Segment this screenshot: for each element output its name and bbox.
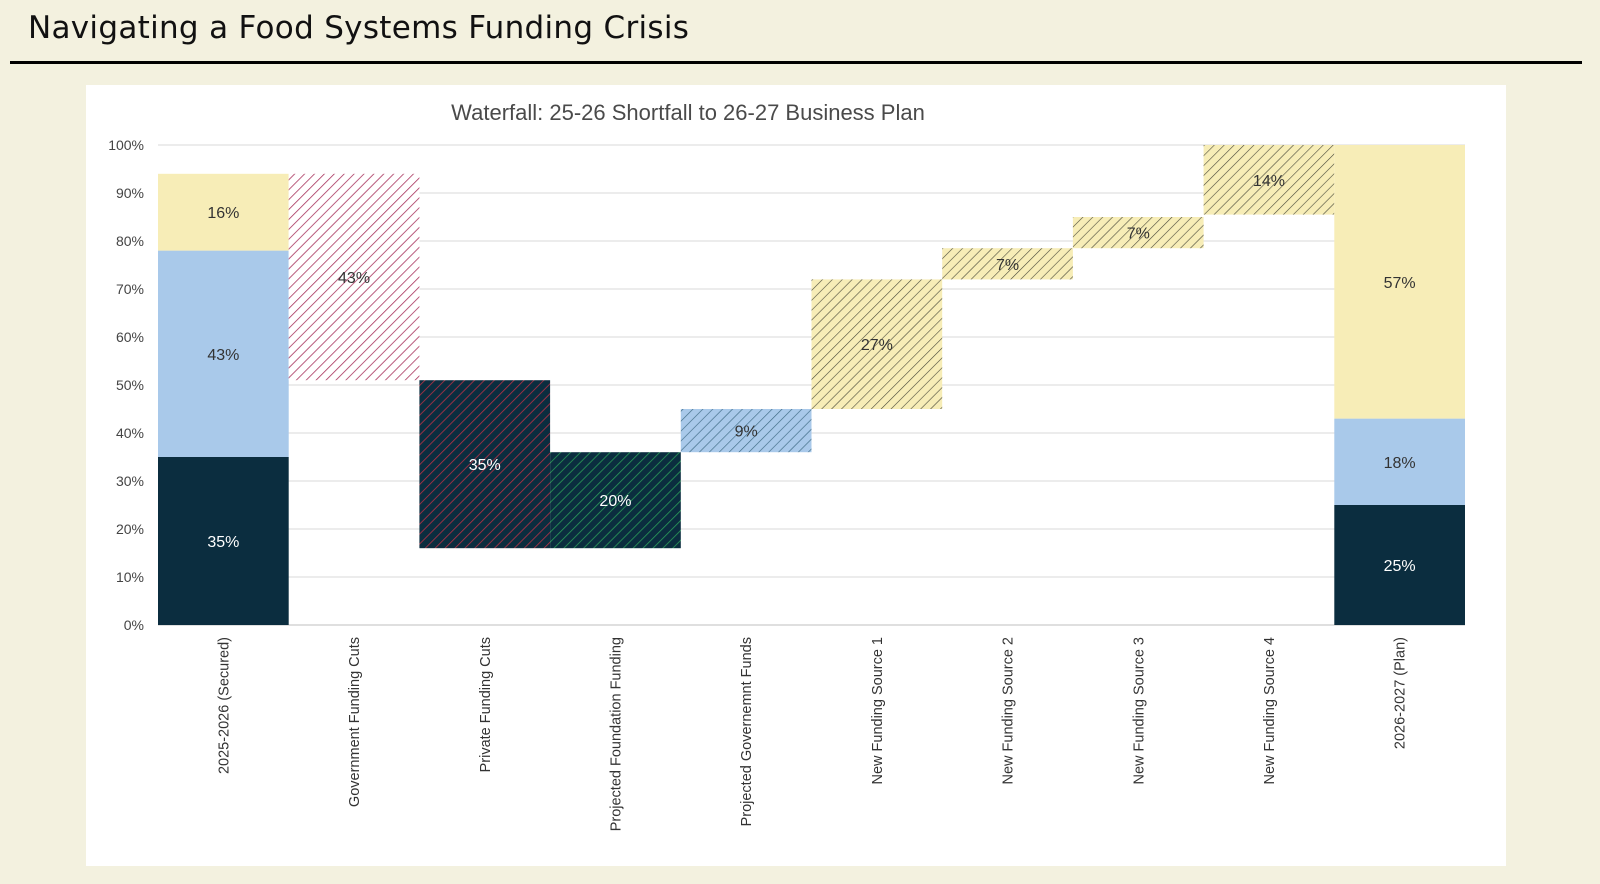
bar-projected-governemnt-funds-gov_funds — [680, 409, 812, 453]
bar-government-funding-cuts-gov_cut — [288, 173, 420, 381]
bar-new-funding-source-2-new_source — [942, 248, 1073, 280]
bar-private-funding-cuts-private_cut — [419, 380, 551, 549]
data-label-new-funding-source-3-new_source: 7% — [1127, 226, 1150, 243]
chart-data-labels: 35% 43% 16% 43% 35% 20% 9% 27% 7% 7% 14% 25% 18% 57% — [207, 173, 1415, 575]
data-label-new-funding-source-4-new_source: 14% — [1253, 173, 1285, 190]
chart-panel: Waterfall: 25-26 Shortfall to 26-27 Busi… — [86, 85, 1506, 866]
chart-axes: 0% 10% 20% 30% 40% 50% 60% 70% 80% 90% 100% 2025-20… — [108, 137, 1408, 831]
y-tick-label: 60% — [116, 329, 144, 345]
data-label-government-funding-cuts-gov_cut: 43% — [338, 270, 370, 287]
x-tick-label-government-funding-cuts: Government Funding Cuts — [347, 637, 363, 807]
x-tick-label-projected-governemnt-funds: Projected Governemnt Funds — [739, 637, 755, 826]
data-label-2026-2027-plan-yellow: 57% — [1384, 275, 1416, 292]
bar-2025-2026-secured-yellow — [158, 173, 289, 251]
bar-2026-2027-plan-dark — [1334, 505, 1465, 625]
data-label-projected-governemnt-funds-gov_funds: 9% — [735, 424, 758, 441]
y-tick-label: 20% — [116, 521, 144, 537]
x-tick-label-new-funding-source-4: New Funding Source 4 — [1262, 637, 1278, 785]
data-label-2025-2026-secured-yellow: 16% — [207, 205, 239, 222]
bar-projected-foundation-funding-foundation — [550, 452, 681, 549]
bar-2026-2027-plan-yellow — [1334, 145, 1465, 419]
bar-2026-2027-plan-blue — [1334, 418, 1465, 505]
x-tick-label-2026-2027-plan: 2026-2027 (Plan) — [1393, 637, 1409, 749]
y-tick-label: 70% — [116, 281, 144, 297]
waterfall-chart: Waterfall: 25-26 Shortfall to 26-27 Busi… — [108, 100, 1465, 831]
y-tick-label: 40% — [116, 425, 144, 441]
x-tick-label-new-funding-source-2: New Funding Source 2 — [1001, 637, 1017, 785]
y-tick-label: 90% — [116, 185, 144, 201]
x-tick-label-private-funding-cuts: Private Funding Cuts — [478, 637, 494, 772]
chart-title: Waterfall: 25-26 Shortfall to 26-27 Busi… — [451, 100, 925, 125]
data-label-2025-2026-secured-blue: 43% — [207, 347, 239, 364]
y-tick-label: 100% — [108, 137, 144, 153]
x-tick-label-projected-foundation-funding: Projected Foundation Funding — [608, 637, 624, 831]
chart-bars — [158, 145, 1465, 625]
x-tick-label-new-funding-source-1: New Funding Source 1 — [870, 637, 886, 785]
data-label-new-funding-source-1-new_source: 27% — [861, 337, 893, 354]
data-label-projected-foundation-funding-foundation: 20% — [599, 493, 631, 510]
bar-new-funding-source-1-new_source — [811, 279, 943, 409]
bar-new-funding-source-4-new_source — [1203, 145, 1335, 215]
bar-2025-2026-secured-dark — [158, 457, 289, 625]
data-label-new-funding-source-2-new_source: 7% — [996, 257, 1019, 274]
y-tick-label: 10% — [116, 569, 144, 585]
data-label-2026-2027-plan-blue: 18% — [1384, 455, 1416, 472]
y-tick-label: 0% — [124, 617, 144, 633]
y-tick-label: 50% — [116, 377, 144, 393]
bar-2025-2026-secured-blue — [158, 250, 289, 457]
x-tick-label-2025-2026-secured: 2025-2026 (Secured) — [216, 637, 232, 774]
page-title: Navigating a Food Systems Funding Crisis — [28, 10, 690, 46]
title-divider — [10, 61, 1582, 64]
y-tick-label: 80% — [116, 233, 144, 249]
bar-new-funding-source-3-new_source — [1072, 217, 1204, 249]
data-label-2025-2026-secured-dark: 35% — [207, 534, 239, 551]
x-tick-label-new-funding-source-3: New Funding Source 3 — [1131, 637, 1147, 785]
y-tick-label: 30% — [116, 473, 144, 489]
data-label-2026-2027-plan-dark: 25% — [1384, 558, 1416, 575]
data-label-private-funding-cuts-private_cut: 35% — [469, 457, 501, 474]
